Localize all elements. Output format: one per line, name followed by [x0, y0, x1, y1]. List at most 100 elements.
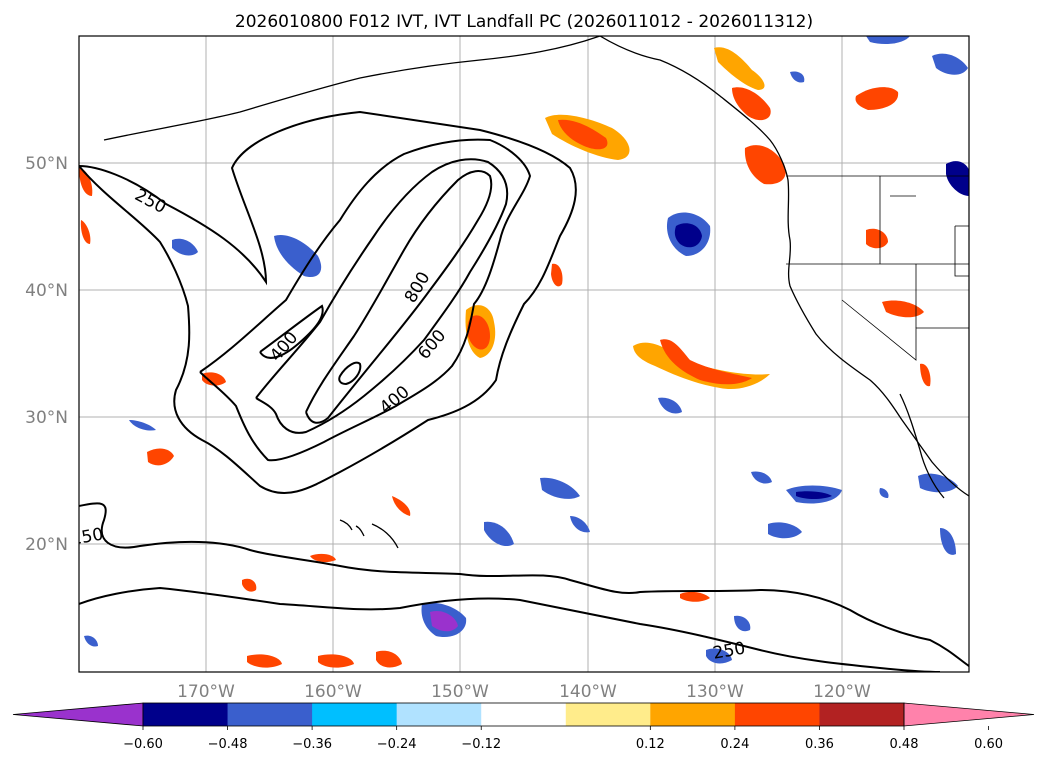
map-background: [79, 36, 969, 672]
pc-positive-area: [376, 650, 402, 668]
alaska-aleutian-outline: [103, 36, 601, 141]
lon-label: 150°W: [431, 682, 489, 702]
lat-label: 40°N: [25, 281, 68, 301]
pc-negative-area: [734, 615, 751, 632]
landfall-pc-shading: [79, 36, 969, 668]
lon-label: 120°W: [813, 682, 871, 702]
pc-negative-area: [932, 53, 968, 75]
pc-negative-area: [940, 528, 956, 555]
lat-label: 50°N: [25, 154, 68, 174]
pc-positive-area: [855, 87, 899, 110]
pc-positive-area: [310, 553, 336, 563]
colorbar-frame: [142, 702, 905, 727]
pc-positive-area: [202, 372, 226, 386]
pc-negative-area: [796, 491, 832, 499]
political-borders: [786, 175, 969, 361]
pc-negative-area: [768, 522, 802, 539]
colorbar-segment: [312, 703, 398, 726]
ivt-contour-inner-cell: [338, 361, 362, 386]
pc-negative-area: [674, 223, 702, 248]
pc-negative-area: [866, 36, 910, 44]
pc-positive-area: [467, 315, 490, 350]
pc-positive-area: [242, 578, 257, 592]
colorbar-segment: [565, 703, 651, 726]
pc-positive-area: [866, 228, 888, 249]
colorbar-tick-label: 0.48: [890, 737, 919, 752]
lon-label: 170°W: [177, 682, 235, 702]
colorbar-extend-low: [12, 702, 144, 727]
longitude-labels: 170°W 160°W 150°W 140°W 130°W 120°W: [177, 682, 871, 702]
pc-negative-area: [879, 488, 889, 498]
colorbar-tick-label: 0.60: [974, 737, 1003, 752]
colorbar-tick-label: 0.36: [805, 737, 834, 752]
colorbar-tick-label: −0.12: [461, 737, 501, 752]
lat-label: 30°N: [25, 408, 68, 428]
ivt-contour-400: [199, 138, 532, 462]
pc-negative-area: [84, 635, 98, 647]
pc-positive-area: [920, 363, 931, 387]
pc-positive-area: [80, 220, 91, 244]
baja-outline: [899, 393, 945, 499]
coastlines: [103, 36, 969, 549]
pc-negative-area: [484, 521, 514, 547]
pc-positive-area: [660, 339, 752, 385]
ivt-contours: [79, 110, 969, 672]
ivt-contour-600: [255, 158, 509, 434]
pc-negative-area: [946, 161, 969, 196]
pc-negative-area: [658, 397, 682, 414]
map-panel: 250 400 400 600 800 250 250: [78, 35, 970, 673]
pc-positive-area: [680, 591, 710, 602]
lon-label: 160°W: [304, 682, 362, 702]
pc-negative-area: [274, 234, 322, 278]
colorbar-segment: [481, 703, 567, 726]
pc-negative-area: [751, 471, 772, 484]
colorbar-segment: [143, 703, 229, 726]
pc-positive-area: [558, 119, 608, 150]
colorbar-segment: [396, 703, 482, 726]
pc-negative-area: [430, 610, 458, 632]
colorbar-tick-label: −0.48: [208, 737, 248, 752]
colorbar-tick-label: 0.24: [720, 737, 749, 752]
colorbar: −0.60 −0.48 −0.36 −0.24 −0.12 0.12 0.24 0.36 0.4…: [12, 702, 1035, 752]
pc-positive-area: [714, 47, 765, 90]
state-border: [841, 299, 969, 361]
pc-positive-area: [744, 145, 786, 185]
pc-negative-area: [790, 71, 805, 83]
pc-positive-area: [392, 496, 411, 516]
pc-positive-area: [247, 654, 282, 668]
colorbar-segment: [734, 703, 820, 726]
pc-positive-area: [147, 448, 174, 466]
colorbar-segment: [227, 703, 313, 726]
ivt-contour-250-south-lower: [79, 586, 941, 672]
colorbar-segment: [819, 703, 905, 726]
ivt-contour-800: [305, 170, 493, 424]
colorbar-tick-label: −0.36: [292, 737, 332, 752]
west-coast-outline: [599, 36, 969, 497]
ivt-contour-250: [79, 110, 577, 495]
colorbar-tick-label: −0.60: [123, 737, 163, 752]
pc-positive-area: [732, 87, 771, 121]
pc-negative-area: [540, 477, 580, 499]
pc-negative-area: [129, 420, 156, 431]
pc-negative-area: [706, 648, 732, 664]
hawaii-islands: [339, 519, 399, 549]
ivt-contour-400-inner: [259, 304, 324, 359]
lat-label: 20°N: [25, 535, 68, 555]
pc-positive-area: [79, 168, 93, 196]
figure-title: 2026010800 F012 IVT, IVT Landfall PC (20…: [235, 12, 813, 32]
pc-negative-area: [570, 516, 590, 533]
pc-positive-area: [551, 263, 563, 287]
colorbar-tick-label: −0.24: [377, 737, 417, 752]
latitude-labels: 50°N 40°N 30°N 20°N: [25, 154, 68, 555]
colorbar-segment: [650, 703, 736, 726]
lon-label: 130°W: [686, 682, 744, 702]
pc-positive-area: [882, 300, 924, 318]
colorbar-tick-label: 0.12: [636, 737, 665, 752]
colorbar-extend-high: [903, 702, 1035, 727]
ivt-contour-250-south: [79, 502, 969, 667]
state-border: [954, 225, 969, 277]
lon-label: 140°W: [559, 682, 617, 702]
pc-negative-area: [172, 238, 198, 256]
pc-positive-area: [318, 654, 354, 668]
